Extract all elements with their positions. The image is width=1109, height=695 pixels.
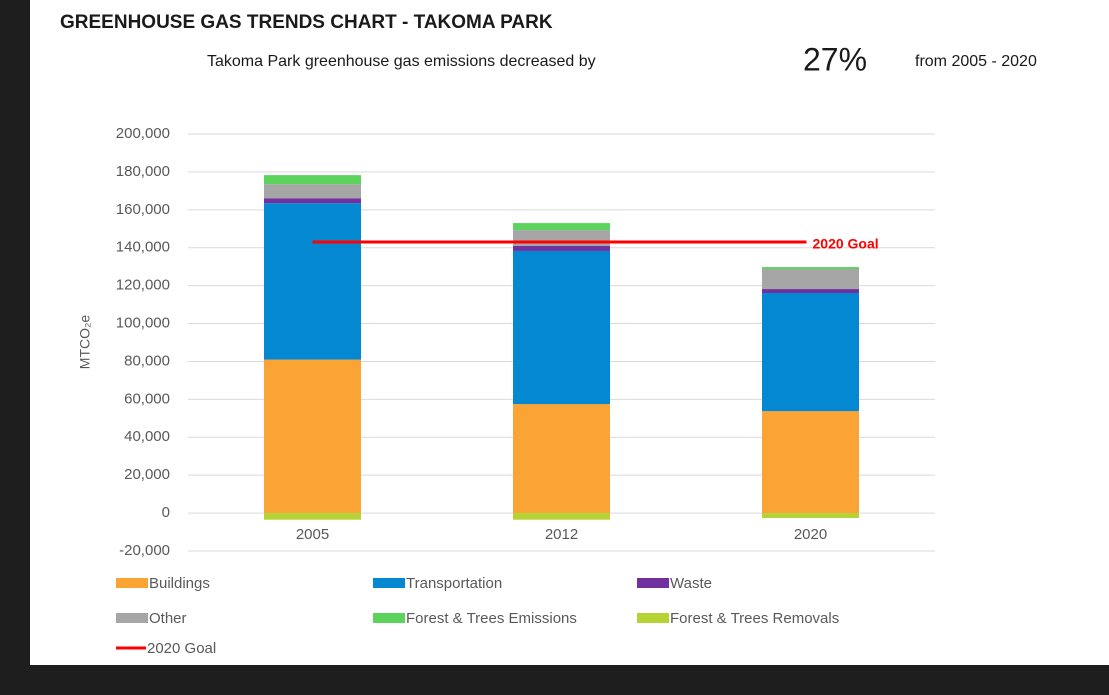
y-tick-label: 160,000 [116,201,170,218]
bar-segment [264,175,361,185]
bar-segment [513,223,610,231]
bar-segment [264,203,361,360]
y-tick-label: 120,000 [116,277,170,294]
y-tick-label: 180,000 [116,163,170,180]
subtitle: Takoma Park greenhouse gas emissions dec… [207,53,596,70]
bar-segment [264,184,361,199]
bar-segment [762,411,859,514]
subtitle-highlight: 27% [803,41,867,77]
bar-segment [513,250,610,405]
legend-swatch [637,578,669,588]
legend-label: Other [149,610,187,627]
y-tick-label: 100,000 [116,315,170,332]
chart-title: GREENHOUSE GAS TRENDS CHART - TAKOMA PAR… [60,12,553,33]
bar-segment [762,267,859,269]
x-tick-label: 2020 [794,526,827,543]
bar-segment [762,289,859,294]
legend-label: 2020 Goal [147,640,216,657]
legend-swatch [373,613,405,623]
bar-segment [762,293,859,412]
bar-segment [513,513,610,520]
legend-swatch [373,578,405,588]
y-tick-label: 80,000 [124,352,170,369]
bar-segment [513,246,610,251]
y-tick-label: 200,000 [116,125,170,142]
legend-label: Buildings [149,575,210,592]
y-tick-label: 140,000 [116,239,170,256]
bar-segment [264,513,361,520]
y-axis-label: MTCO₂e [77,315,93,370]
bar-segment [264,198,361,204]
legend-label: Waste [670,575,712,592]
legend-label: Forest & Trees Removals [670,610,839,627]
bar-segment [264,359,361,514]
bar-segment [762,513,859,519]
goal-label: 2020 Goal [813,236,879,252]
y-tick-label: 40,000 [124,428,170,445]
legend-label: Transportation [406,575,502,592]
legend-label: Forest & Trees Emissions [406,610,577,627]
y-tick-label: -20,000 [119,542,170,559]
subtitle: from 2005 - 2020 [915,53,1037,70]
x-tick-label: 2012 [545,526,578,543]
bar-segment [762,268,859,290]
legend-swatch [637,613,669,623]
x-tick-label: 2005 [296,526,329,543]
y-tick-label: 60,000 [124,390,170,407]
y-tick-label: 0 [162,504,170,521]
legend-swatch [116,578,148,588]
bar-segment [513,404,610,514]
y-tick-label: 20,000 [124,466,170,483]
legend-swatch [116,613,148,623]
bar-segment [513,230,610,247]
